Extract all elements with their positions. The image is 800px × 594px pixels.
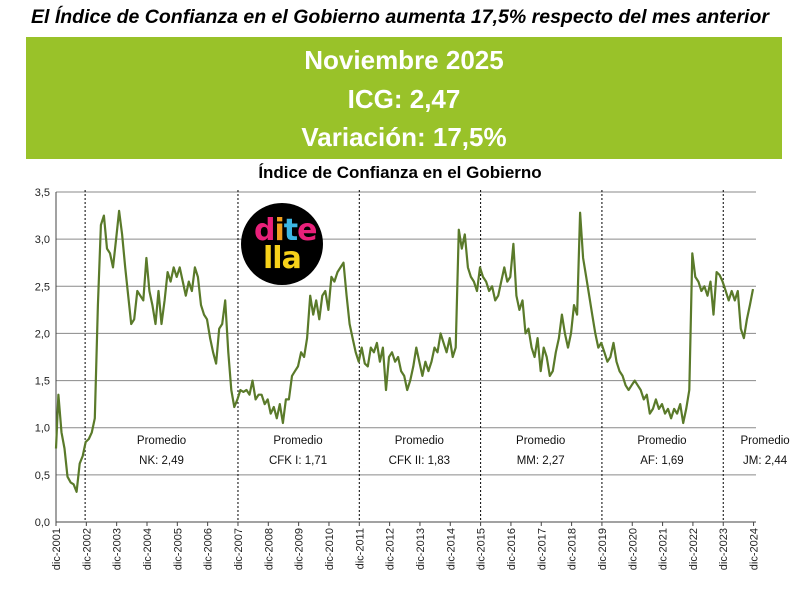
x-tick-label: dic-2004 [142, 528, 154, 570]
logo-letter: a [281, 241, 302, 276]
x-tick-label: dic-2002 [81, 528, 93, 570]
x-tick-label: dic-2009 [294, 528, 306, 570]
x-tick-label: dic-2016 [506, 528, 518, 570]
period-average: JM: 2,44 [743, 455, 788, 467]
y-tick-label: 0,5 [35, 470, 50, 482]
period-label: Promedio [273, 435, 322, 447]
grid-lines [56, 191, 756, 476]
y-tick-label: 1,5 [35, 376, 50, 388]
y-axis-ticks: 0,0 0,5 1,0 1,5 2,0 2,5 3,0 3,5 [35, 187, 50, 529]
x-tick-label: dic-2024 [749, 528, 761, 570]
x-tick-label: dic-2018 [567, 528, 579, 570]
logo-letter: e [297, 213, 317, 248]
headline: El Índice de Confianza en el Gobierno au… [31, 6, 769, 28]
ditella-logo: dite lla [241, 203, 323, 285]
summary-banner: Noviembre 2025 ICG: 2,47 Variación: 17,5… [26, 37, 782, 159]
x-tick-label: dic-2005 [172, 528, 184, 570]
period-label: Promedio [740, 435, 789, 447]
x-tick-label: dic-2003 [112, 528, 124, 570]
period-average: CFK II: 1,83 [389, 455, 450, 467]
logo-letter: l [272, 241, 282, 276]
x-tick-label: dic-2019 [597, 528, 609, 570]
logo-text-bottom: lla [263, 241, 302, 276]
x-tick-label: dic-2013 [415, 528, 427, 570]
period-label: Promedio [137, 435, 186, 447]
x-tick-label: dic-2023 [718, 528, 730, 570]
y-tick-label: 1,0 [35, 423, 50, 435]
x-tick-label: dic-2007 [233, 528, 245, 570]
logo-letter: l [263, 241, 273, 276]
banner-variation: Variación: 17,5% [301, 122, 507, 152]
x-tick-label: dic-2021 [658, 528, 670, 570]
logo-letter: t [283, 213, 298, 248]
x-tick-label: dic-2022 [688, 528, 700, 570]
period-average: CFK I: 1,71 [269, 455, 327, 467]
y-tick-label: 2,5 [35, 281, 50, 293]
axes [55, 192, 756, 523]
period-dividers [84, 190, 724, 522]
x-tick-label: dic-2015 [476, 528, 488, 570]
logo-letter: i [274, 213, 284, 248]
banner-month: Noviembre 2025 [304, 45, 504, 75]
x-axis-ticks: dic-2001 dic-2002 dic-2003 dic-2004 dic-2005… [51, 522, 761, 570]
x-tick-label: dic-2012 [385, 528, 397, 570]
period-average: NK: 2,49 [139, 455, 184, 467]
x-tick-label: dic-2014 [445, 528, 457, 570]
x-tick-label: dic-2011 [354, 528, 366, 569]
period-labels: Promedio NK: 2,49 Promedio CFK I: 1,71 Prome… [137, 435, 790, 467]
x-tick-label: dic-2001 [51, 528, 63, 570]
period-average: MM: 2,27 [517, 455, 565, 467]
series-line [54, 209, 755, 493]
x-tick-label: dic-2017 [536, 528, 548, 570]
period-label: Promedio [637, 435, 686, 447]
logo-text-top: dite [254, 213, 318, 248]
logo-letter: d [254, 213, 276, 248]
period-label: Promedio [395, 435, 444, 447]
period-label: Promedio [516, 435, 565, 447]
x-tick-label: dic-2010 [324, 528, 336, 570]
y-tick-label: 3,0 [35, 234, 50, 246]
x-tick-label: dic-2008 [263, 528, 275, 570]
y-tick-label: 0,0 [35, 517, 50, 529]
x-tick-label: dic-2006 [203, 528, 215, 570]
x-tick-label: dic-2020 [627, 528, 639, 570]
y-tick-label: 2,0 [35, 328, 50, 340]
period-average: AF: 1,69 [640, 455, 683, 467]
banner-icg: ICG: 2,47 [347, 84, 461, 114]
y-tick-label: 3,5 [35, 187, 50, 199]
chart-title: Índice de Confianza en el Gobierno [258, 163, 542, 182]
